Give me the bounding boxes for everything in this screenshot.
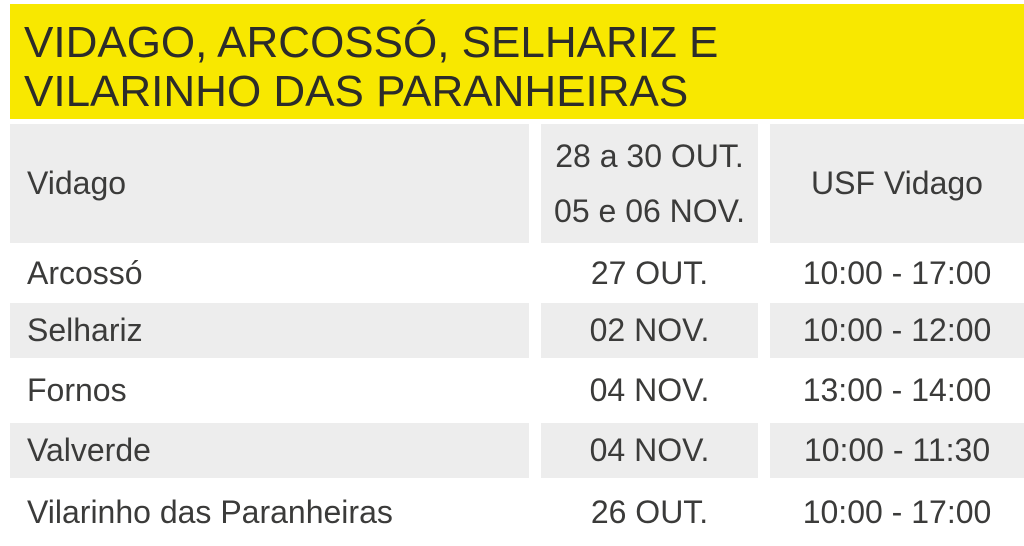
- header-dates-cell: 28 a 30 OUT. 05 e 06 NOV.: [541, 124, 758, 243]
- time-cell: 13:00 - 14:00: [802, 372, 992, 408]
- location-cell: Arcossó: [27, 254, 143, 291]
- header-location-cell: Vidago: [10, 124, 529, 243]
- header-date-line-2: 05 e 06 NOV.: [554, 192, 745, 229]
- page-title-line-1: VIDAGO, ARCOSSÓ, SELHARIZ E: [24, 18, 719, 67]
- date-cell: 02 NOV.: [541, 303, 758, 358]
- location-cell: Fornos: [27, 372, 127, 408]
- location-cell: Selhariz: [10, 303, 529, 358]
- location-cell: Vilarinho das Paranheiras: [27, 493, 393, 530]
- table-row-arcosso: Arcossó 27 OUT. 10:00 - 17:00: [10, 243, 1024, 303]
- header-date-line-1: 28 a 30 OUT.: [555, 137, 744, 174]
- date-cell: 04 NOV.: [541, 423, 758, 478]
- table-row-selhariz: Selhariz 02 NOV. 10:00 - 12:00: [10, 303, 1024, 358]
- time-cell: 10:00 - 17:00: [802, 493, 992, 530]
- table-row-vilarinho-das-paranheiras: Vilarinho das Paranheiras 26 OUT. 10:00 …: [10, 478, 1024, 546]
- table-row-valverde: Valverde 04 NOV. 10:00 - 11:30: [10, 423, 1024, 478]
- time-cell: 10:00 - 12:00: [770, 303, 1024, 358]
- date-cell: 04 NOV.: [589, 372, 710, 408]
- location-cell: Valverde: [10, 423, 529, 478]
- time-cell: 10:00 - 11:30: [770, 423, 1024, 478]
- page-title-line-2: VILARINHO DAS PARANHEIRAS: [24, 67, 689, 116]
- table-row-fornos: Fornos 04 NOV. 13:00 - 14:00: [10, 358, 1024, 423]
- date-cell: 26 OUT.: [590, 493, 709, 530]
- date-cell: 27 OUT.: [590, 254, 709, 291]
- schedule-table: Vidago 28 a 30 OUT. 05 e 06 NOV. USF Vid…: [10, 124, 1024, 546]
- table-header-row: Vidago 28 a 30 OUT. 05 e 06 NOV. USF Vid…: [10, 124, 1024, 243]
- header-place-cell: USF Vidago: [770, 124, 1024, 243]
- time-cell: 10:00 - 17:00: [802, 254, 992, 291]
- title-banner: VIDAGO, ARCOSSÓ, SELHARIZ E VILARINHO DA…: [10, 4, 1024, 119]
